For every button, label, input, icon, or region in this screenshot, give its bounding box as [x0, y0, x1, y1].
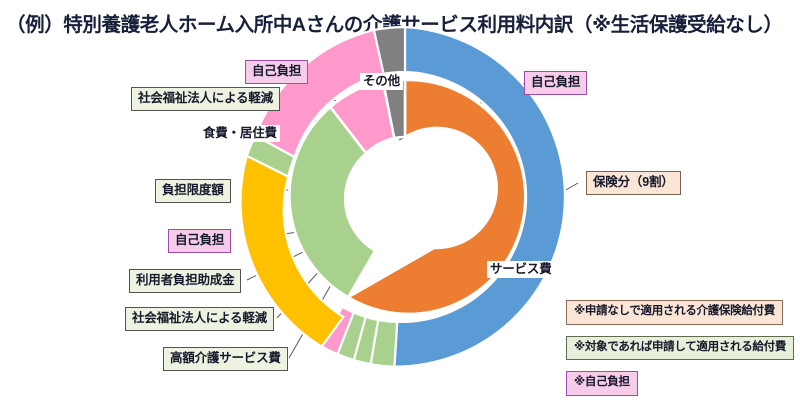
label-service-hi: サービス費 — [487, 261, 555, 278]
label-hokenbun: 保険分（9割） — [586, 171, 681, 195]
legend-item-kyuufu-nashi: ※申請なしで適用される介護保険給付費 — [566, 300, 783, 325]
outer-seg-jiko-futan-left — [320, 305, 356, 356]
outer-ring — [239, 25, 567, 368]
label-shakai-fukushi-keigen-bottom: 社会福祉法人による軽減 — [125, 307, 274, 331]
inner-seg-shokuhi — [288, 105, 377, 300]
label-shakai-fukushi-keigen-top: 社会福祉法人による軽減 — [131, 87, 280, 111]
label-jiko-futan-top: 自己負担 — [245, 60, 309, 84]
inner-seg-service-hi — [345, 78, 527, 316]
legend-item-jiko-futan: ※自己負担 — [566, 371, 638, 396]
label-sonota: その他 — [360, 73, 403, 90]
outer-seg-hokenbun — [393, 25, 567, 368]
label-kougaku-kaigo-service-hi: 高額介護サービス費 — [163, 347, 288, 371]
inner-ring — [288, 78, 527, 316]
label-futan-gendogaku: 負担限度額 — [155, 179, 231, 203]
label-jiko-futan-left: 自己負担 — [168, 229, 232, 253]
page-title: （例）特別養護老人ホーム入所中Aさんの介護サービス利用料内訳（※生活保護受給なし… — [6, 14, 783, 36]
label-riyousha-futan-joseikin: 利用者負担助成金 — [129, 269, 242, 293]
legend: ※申請なしで適用される介護保険給付費 ※対象であれば申請して適用される給付費 ※… — [566, 300, 796, 407]
label-shokuhi-kyojuhi: 食費・居住費 — [200, 125, 280, 142]
legend-item-shinsei-kyuufu: ※対象であれば申請して適用される給付費 — [566, 335, 795, 360]
label-jiko-futan-right: 自己負担 — [524, 71, 588, 95]
